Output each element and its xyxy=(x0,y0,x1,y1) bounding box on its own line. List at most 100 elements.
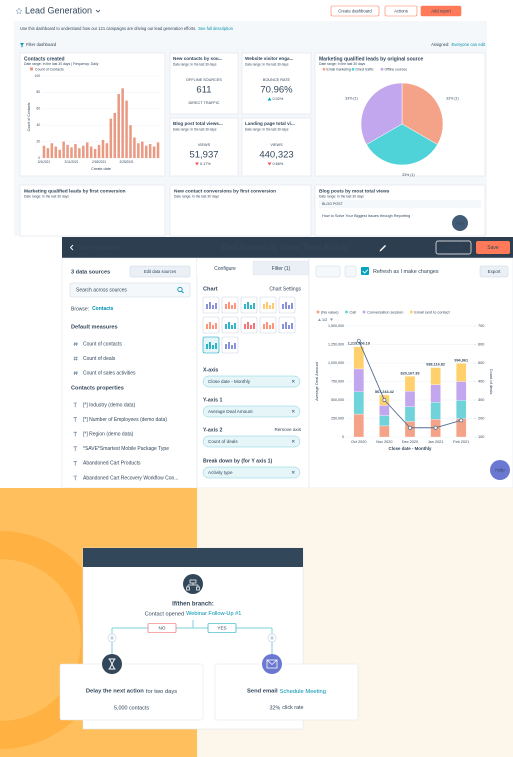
tab-label[interactable]: Filter (1) xyxy=(272,266,291,272)
property-icon xyxy=(73,475,77,481)
no-tag xyxy=(147,623,177,633)
dashboard-button-label[interactable]: Add report xyxy=(431,8,451,13)
kpi-title: Blog post total views... xyxy=(173,121,223,126)
x-tick-label: 2/11/2021 xyxy=(65,160,79,164)
legend-label: Email marketing xyxy=(327,67,351,71)
assigned-value: Everyone can edit xyxy=(451,42,485,47)
field-value[interactable]: Close date - Monthly xyxy=(208,379,251,384)
measure-icon xyxy=(73,356,78,361)
tab-label[interactable]: Configure xyxy=(214,266,236,272)
dashboard-button[interactable] xyxy=(330,5,380,17)
card-title: Marketing qualified leads by original so… xyxy=(319,56,423,62)
field-value[interactable]: Count of deals xyxy=(208,439,238,444)
help-label[interactable]: Help xyxy=(456,221,465,226)
property-item[interactable]: [*] Number of Employees (demo data) xyxy=(83,417,167,423)
total-label: 820,167.39 xyxy=(400,371,419,375)
pie-value-label: 33% (1) xyxy=(446,96,459,100)
refresh-checkbox[interactable] xyxy=(361,267,369,275)
y-tick-label: 1,000,000 xyxy=(328,361,344,365)
measure-item[interactable]: Count of sales activities xyxy=(83,370,136,376)
chart-type-icon xyxy=(206,342,217,349)
property-item[interactable]: [*] Industry (demo data) xyxy=(83,402,136,408)
refresh-button[interactable] xyxy=(344,265,357,278)
bar-segment xyxy=(353,368,364,393)
filter-dashboard[interactable]: Filter dashboard xyxy=(26,42,57,47)
dashboard-button[interactable] xyxy=(384,5,418,17)
table-link[interactable]: How to Solve Your Biggest Issues through… xyxy=(322,214,410,218)
email-stat: 32% click rate xyxy=(269,705,303,711)
search-box[interactable] xyxy=(69,282,191,298)
back-link[interactable]: Back to reports list xyxy=(78,245,121,251)
property-item[interactable]: *SAVE*Smartest Mobile Package Type xyxy=(83,446,169,452)
dashboard-button[interactable] xyxy=(420,5,462,17)
save-label[interactable]: Save xyxy=(487,245,499,251)
favorite-icon xyxy=(15,7,23,15)
x-tick-label: Jan 2021 xyxy=(428,440,444,444)
save-button[interactable] xyxy=(476,241,510,254)
bar xyxy=(113,112,117,158)
bar xyxy=(58,149,61,158)
pie-slice xyxy=(360,82,403,145)
remove-axis-link[interactable]: Remove axis xyxy=(274,427,301,432)
card-title: Marketing qualified leads by first conve… xyxy=(24,188,126,194)
save-as-label[interactable]: Save As xyxy=(444,245,463,251)
total-label: 567,243.42 xyxy=(375,390,394,394)
export-button[interactable] xyxy=(479,265,509,278)
property-item[interactable]: Abandoned Cart Recovery Workflow Con... xyxy=(83,475,179,481)
delay-stat: 5,000 contacts xyxy=(114,705,149,711)
property-item[interactable]: Abandoned Cart Products xyxy=(83,461,141,467)
field-label: Y-axis 2 xyxy=(203,427,222,433)
tab-active[interactable] xyxy=(197,261,253,275)
y-tick-label: 750,000 xyxy=(331,379,344,383)
help-button[interactable] xyxy=(452,215,468,231)
undo-redo[interactable] xyxy=(315,265,341,278)
chart-type-icon xyxy=(206,302,217,309)
edit-sources-button[interactable] xyxy=(129,265,191,278)
card xyxy=(169,184,312,237)
filter-icon xyxy=(20,43,24,48)
bar xyxy=(133,137,136,158)
property-item[interactable]: [*] Region (demo data) xyxy=(83,432,134,438)
bar xyxy=(141,141,144,158)
field-value[interactable]: Activity type xyxy=(208,470,233,475)
kpi-change: 0.66% xyxy=(273,162,284,166)
field-pill[interactable] xyxy=(202,375,301,388)
kpi-change-arrow xyxy=(267,97,272,101)
save-as-button[interactable] xyxy=(435,240,472,255)
x-tick-label: 2/25/2021 xyxy=(119,160,133,164)
workflow-title: Post Webinar Nurture xyxy=(162,555,224,562)
measure-item[interactable]: Count of contacts xyxy=(83,341,122,347)
measure-item[interactable]: Count of deals xyxy=(83,356,116,362)
bar xyxy=(117,94,120,158)
dashboard-button-label[interactable]: Create dashboard xyxy=(338,8,372,13)
card xyxy=(169,117,239,177)
dashboard-button-label[interactable]: Actions xyxy=(394,8,408,13)
legend-swatch xyxy=(409,310,413,314)
search-icon-handle xyxy=(181,290,184,294)
kpi-subtitle: Date range: In the last 30 days xyxy=(245,127,289,131)
help-label[interactable]: Help xyxy=(495,468,505,473)
legend-label: Offline sources xyxy=(385,67,408,71)
kpi-footer: DIRECT TRAFFIC xyxy=(188,101,219,105)
bar xyxy=(148,144,152,158)
x-axis-label: Create date xyxy=(91,167,111,171)
edit-sources-label[interactable]: Edit data sources xyxy=(144,269,176,274)
bar xyxy=(85,142,89,158)
checkmark xyxy=(362,269,369,274)
help-button[interactable] xyxy=(490,460,510,480)
chart-settings-link[interactable]: Chart Settings xyxy=(269,286,301,292)
field-value[interactable]: Average Deal Amount xyxy=(208,409,253,414)
bar xyxy=(144,145,148,158)
field-pill[interactable] xyxy=(202,405,301,418)
card-subtitle: Date range: In the last 30 days xyxy=(174,194,219,198)
line-point xyxy=(459,418,464,423)
field-pill[interactable] xyxy=(202,435,301,448)
bar xyxy=(78,148,81,158)
branch-condition: Contact opened Webinar Follow-Up #1 xyxy=(145,611,242,617)
y-tick-label: 1,500,000 xyxy=(328,324,344,328)
field-pill[interactable] xyxy=(202,466,301,479)
export-label[interactable]: Export xyxy=(488,269,501,274)
chart-type-icon xyxy=(225,342,236,349)
